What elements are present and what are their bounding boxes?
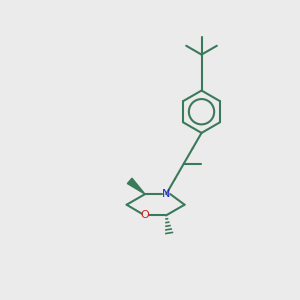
Text: O: O: [141, 210, 149, 220]
Polygon shape: [128, 178, 145, 194]
Text: N: N: [162, 189, 170, 199]
